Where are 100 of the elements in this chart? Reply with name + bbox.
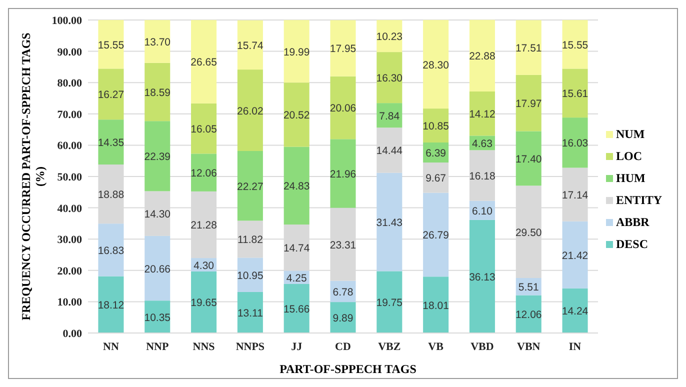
bar [562, 288, 588, 333]
bar [237, 150, 263, 221]
data-label: 22.88 [469, 50, 496, 63]
data-label: 29.50 [515, 226, 542, 239]
data-label: 16.83 [98, 244, 124, 257]
data-label: 11.82 [237, 234, 264, 246]
bar [191, 20, 217, 104]
x-tick-label: NNP [146, 341, 169, 353]
y-tick-label: 0.00 [62, 328, 82, 340]
data-label: 13.11 [237, 307, 264, 320]
data-label: 16.03 [562, 138, 588, 150]
data-label: 14.44 [376, 145, 403, 158]
bar [562, 20, 588, 69]
data-label: 20.06 [330, 102, 356, 115]
data-label: 17.95 [330, 43, 356, 56]
bar [237, 292, 263, 333]
data-label: 19.65 [190, 297, 218, 310]
bar [330, 20, 356, 76]
bar [98, 68, 124, 120]
data-label: 19.75 [376, 297, 403, 310]
data-label: 21.28 [190, 220, 218, 232]
bar [191, 154, 217, 192]
x-tick-label: VBZ [378, 341, 401, 353]
y-tick-label: 70.00 [57, 108, 82, 121]
data-label: 15.55 [98, 39, 124, 52]
data-label: 9.89 [332, 312, 354, 325]
data-label: 17.97 [515, 98, 542, 110]
x-tick-label: CD [335, 341, 351, 353]
bar [144, 20, 170, 63]
data-label: 36.13 [469, 271, 496, 284]
data-label: 15.66 [283, 303, 310, 316]
y-tick-label: 100.00 [52, 15, 82, 27]
bar [144, 236, 170, 301]
bar [284, 20, 310, 83]
data-label: 16.05 [190, 124, 218, 136]
legend-label: ABBR [616, 215, 650, 229]
bar [562, 221, 588, 288]
data-label: 16.30 [376, 72, 403, 85]
bar [376, 271, 402, 333]
data-label: 23.31 [330, 239, 356, 252]
y-tick-label: 80.00 [57, 78, 82, 90]
data-label: 18.01 [422, 300, 450, 312]
data-label: 14.30 [144, 208, 171, 221]
bar [376, 52, 402, 104]
data-label: 20.66 [144, 263, 171, 276]
data-label: 24.83 [283, 180, 310, 193]
data-label: 14.74 [283, 242, 310, 255]
data-label: 21.96 [330, 168, 356, 180]
data-label: 16.18 [469, 170, 496, 182]
data-label: 16.27 [98, 89, 124, 102]
x-tick-label: VBD [470, 341, 494, 353]
data-label: 22.27 [237, 180, 264, 193]
legend-label: DESC [616, 237, 648, 251]
data-label: 12.06 [190, 168, 218, 180]
data-label: 26.79 [422, 230, 450, 242]
data-label: 17.14 [562, 190, 588, 202]
bar [98, 120, 124, 165]
bar [469, 20, 495, 92]
data-label: 21.42 [562, 250, 588, 262]
data-label: 14.24 [562, 306, 588, 318]
bar [469, 220, 495, 333]
bar [98, 276, 124, 333]
data-label: 18.12 [98, 300, 124, 312]
data-label: 15.55 [562, 39, 588, 52]
bar [191, 103, 217, 154]
bar [237, 20, 263, 70]
bar [562, 68, 588, 118]
bar [376, 172, 402, 272]
data-label: 4.63 [472, 138, 493, 150]
data-label: 31.43 [376, 216, 403, 229]
data-label: 22.39 [144, 151, 171, 164]
data-label: 15.74 [237, 40, 264, 52]
x-tick-label: NNPS [236, 341, 265, 353]
y-tick-label: 60.00 [57, 140, 82, 152]
x-tick-label: NNS [192, 341, 215, 353]
bar [98, 224, 124, 276]
data-label: 13.70 [144, 36, 171, 48]
data-label: 10.23 [376, 31, 403, 44]
data-label: 18.59 [144, 87, 171, 100]
legend-label: HUM [616, 171, 646, 185]
x-tick-label: VB [428, 341, 444, 353]
data-label: 9.67 [426, 172, 446, 185]
data-label: 18.88 [98, 189, 124, 202]
y-tick-label: 40.00 [57, 202, 82, 215]
data-label: 10.35 [144, 312, 171, 324]
data-label: 28.30 [422, 59, 450, 72]
bar [191, 271, 217, 333]
data-label: 6.78 [332, 286, 354, 298]
bar [284, 82, 310, 147]
legend-label: LOC [616, 149, 642, 163]
bar [284, 146, 310, 225]
bar [144, 121, 170, 192]
data-label: 4.30 [194, 260, 214, 272]
bar [562, 118, 588, 168]
data-label: 7.84 [379, 110, 400, 122]
data-label: 6.10 [472, 205, 493, 218]
y-tick-label: 90.00 [57, 46, 82, 58]
data-label: 14.12 [469, 108, 496, 121]
data-label: 5.51 [518, 282, 539, 294]
x-axis-title: PART-OF-SPPECH TAGS [280, 362, 417, 376]
